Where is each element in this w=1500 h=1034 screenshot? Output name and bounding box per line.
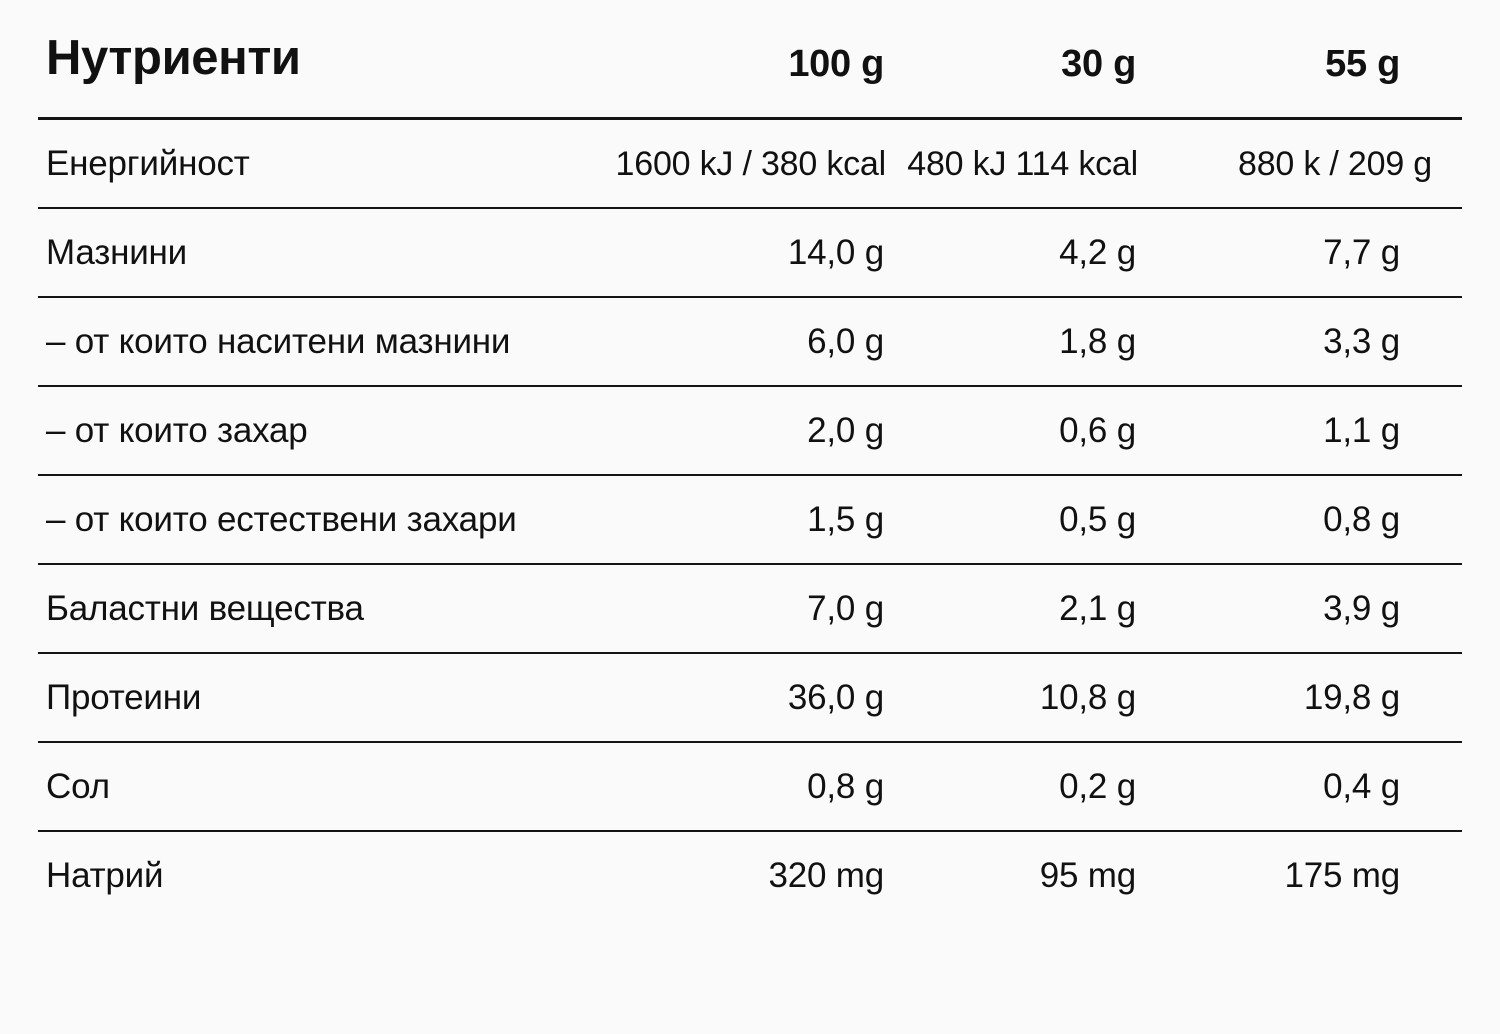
- nutrient-name: Мазнини: [38, 208, 608, 298]
- nutrient-value: 36,0 g: [608, 653, 890, 743]
- nutrient-name: Баластни вещества: [38, 564, 608, 654]
- nutrient-value: 0,5 g: [890, 475, 1142, 565]
- column-header-100g: 100 g: [608, 34, 890, 120]
- nutrition-sheet: Нутриенти 100 g 30 g 55 g Енергийност 16…: [0, 34, 1500, 1034]
- nutrient-value: 1,8 g: [890, 297, 1142, 387]
- nutrient-value: 480 kJ 114 kcal: [890, 118, 1142, 209]
- column-header-30g: 30 g: [890, 34, 1142, 120]
- nutrient-name: Натрий: [46, 856, 164, 895]
- table-row: – от които захар 2,0 g 0,6 g 1,1 g: [38, 386, 1462, 476]
- nutrient-value: 2,1 g: [890, 564, 1142, 654]
- table-row: Протеини 36,0 g 10,8 g 19,8 g: [38, 653, 1462, 743]
- table-row: – от които наситени мазнини 6,0 g 1,8 g …: [38, 297, 1462, 387]
- nutrient-value: 7,0 g: [608, 564, 890, 654]
- nutrient-value: 3,9 g: [1142, 564, 1462, 654]
- page-title: Нутриенти: [38, 34, 608, 120]
- nutrition-facts-table: Нутриенти 100 g 30 g 55 g Енергийност 16…: [38, 34, 1462, 919]
- nutrient-value: 0,6 g: [890, 386, 1142, 476]
- nutrient-value: 6,0 g: [608, 297, 890, 387]
- nutrient-value: 2,0 g: [608, 386, 890, 476]
- table-body: Енергийност 1600 kJ / 380 kcal 480 kJ 11…: [38, 118, 1462, 920]
- nutrient-value: 95 mg: [1039, 856, 1136, 895]
- nutrient-name: Протеини: [38, 653, 608, 743]
- nutrient-name: Енергийност: [38, 118, 608, 209]
- table-header: Нутриенти 100 g 30 g 55 g: [38, 34, 1462, 120]
- nutrient-value: 10,8 g: [890, 653, 1142, 743]
- table-row: Сол 0,8 g 0,2 g 0,4 g: [38, 742, 1462, 832]
- column-header-55g: 55 g: [1142, 34, 1462, 120]
- nutrient-name: – от които естествени захари: [38, 475, 608, 565]
- header-row: Нутриенти 100 g 30 g 55 g: [38, 34, 1462, 120]
- nutrient-value: 14,0 g: [608, 208, 890, 298]
- nutrient-value: 0,8 g: [1142, 475, 1462, 565]
- nutrient-value: 1600 kJ / 380 kcal: [608, 118, 890, 209]
- nutrient-value: 0,8 g: [608, 742, 890, 832]
- table-row: Енергийност 1600 kJ / 380 kcal 480 kJ 11…: [38, 118, 1462, 209]
- nutrient-value: 0,4 g: [1142, 742, 1462, 832]
- nutrient-value: 175 mg: [1284, 856, 1400, 895]
- nutrient-name: – от които захар: [38, 386, 608, 476]
- nutrient-value: 1,5 g: [608, 475, 890, 565]
- nutrient-name: Сол: [38, 742, 608, 832]
- nutrient-value: 320 mg: [768, 856, 884, 895]
- table-row: Мазнини 14,0 g 4,2 g 7,7 g: [38, 208, 1462, 298]
- table-row: – от които естествени захари 1,5 g 0,5 g…: [38, 475, 1462, 565]
- nutrient-value: 880 k / 209 g: [1142, 118, 1462, 209]
- nutrient-value: 0,2 g: [890, 742, 1142, 832]
- nutrient-value: 1,1 g: [1142, 386, 1462, 476]
- table-row: Баластни вещества 7,0 g 2,1 g 3,9 g: [38, 564, 1462, 654]
- nutrient-value: 19,8 g: [1142, 653, 1462, 743]
- table-row: Натрий 320 mg 95 mg 175 mg: [38, 831, 1462, 919]
- nutrient-name: – от които наситени мазнини: [38, 297, 608, 387]
- nutrient-value: 4,2 g: [890, 208, 1142, 298]
- nutrient-value: 3,3 g: [1142, 297, 1462, 387]
- nutrient-value: 7,7 g: [1142, 208, 1462, 298]
